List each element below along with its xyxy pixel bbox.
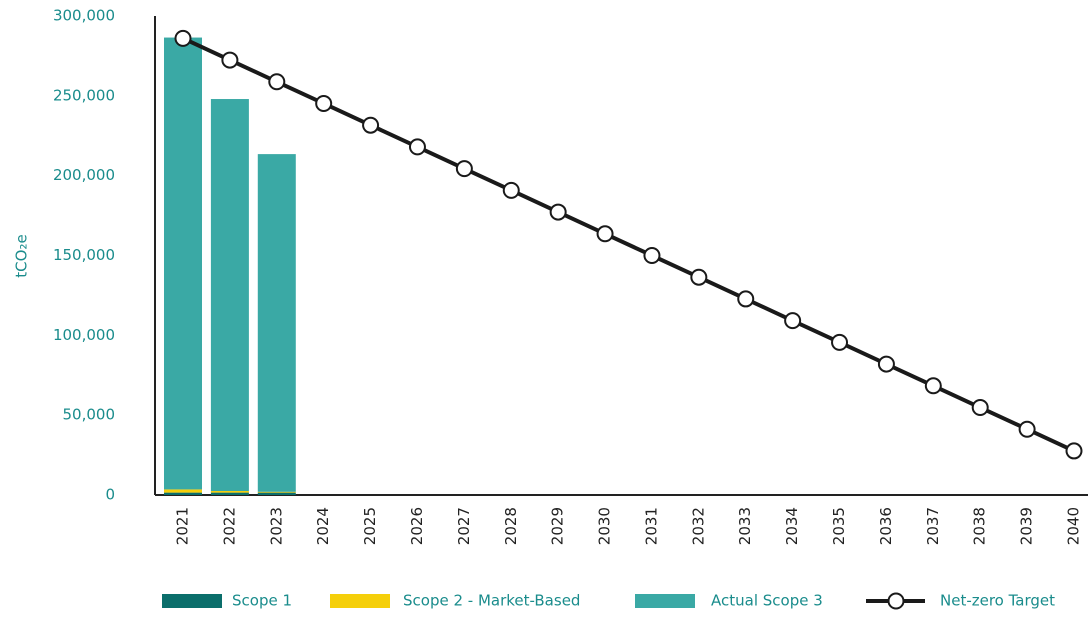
target-marker (1018, 420, 1036, 438)
x-tick-label: 2021 (174, 507, 192, 545)
y-tick-label: 50,000 (63, 406, 116, 424)
target-marker (1065, 442, 1083, 460)
target-marker (784, 312, 802, 330)
legend-swatch (330, 594, 390, 608)
legend-label: Net-zero Target (940, 592, 1055, 610)
target-marker (268, 73, 286, 91)
bar-segment (164, 489, 202, 493)
legend-label: Actual Scope 3 (711, 592, 823, 610)
x-tick-label: 2030 (596, 507, 614, 545)
bar-segment (257, 154, 296, 492)
x-tick-label: 2033 (736, 507, 754, 545)
target-marker (877, 355, 895, 373)
target-marker (502, 181, 520, 199)
y-tick-label: 250,000 (53, 86, 115, 104)
x-tick-label: 2038 (971, 507, 989, 545)
x-tick-label: 2029 (549, 507, 567, 545)
x-tick-label: 2028 (502, 507, 520, 545)
target-marker (174, 29, 192, 47)
x-tick-label: 2040 (1065, 507, 1083, 545)
bar-segment (210, 491, 249, 493)
target-marker (408, 138, 426, 156)
x-tick-label: 2039 (1018, 507, 1036, 545)
x-tick-label: 2027 (455, 507, 473, 545)
bar-segment (164, 37, 202, 490)
legend-label: Scope 1 (232, 592, 292, 610)
y-tick-label: 150,000 (53, 246, 115, 264)
x-tick-label: 2032 (689, 507, 707, 545)
target-marker (549, 203, 567, 221)
target-line (182, 36, 1075, 453)
target-marker (221, 51, 239, 69)
x-tick-label: 2023 (267, 507, 285, 545)
x-tick-label: 2026 (408, 507, 426, 545)
target-marker (596, 225, 614, 243)
bar-segment (257, 492, 296, 495)
bar-segment (257, 491, 296, 493)
target-marker (971, 399, 989, 417)
legend-swatch (635, 594, 695, 608)
x-tick-label: 2024 (314, 507, 332, 545)
legend-swatch (162, 594, 222, 608)
y-tick-label: 0 (105, 486, 115, 504)
x-tick-label: 2036 (877, 507, 895, 545)
y-tick-label: 200,000 (53, 166, 115, 184)
bar-segment (164, 492, 202, 495)
target-marker (362, 116, 380, 134)
legend-marker (887, 592, 905, 610)
target-marker (737, 290, 755, 308)
x-tick-label: 2034 (783, 507, 801, 545)
x-tick-label: 2031 (642, 507, 660, 545)
bar-segment (210, 99, 249, 492)
target-marker (315, 94, 333, 112)
target-marker (690, 268, 708, 286)
y-tick-label: 300,000 (53, 7, 115, 25)
target-marker (924, 377, 942, 395)
y-axis-label: tCO₂e (13, 234, 31, 277)
x-tick-label: 2022 (220, 507, 238, 545)
x-tick-label: 2025 (361, 507, 379, 545)
legend-label: Scope 2 - Market-Based (403, 592, 580, 610)
target-marker (455, 160, 473, 178)
target-marker (643, 247, 661, 264)
x-tick-label: 2037 (924, 507, 942, 545)
y-tick-label: 100,000 (53, 326, 115, 344)
bar-segment (210, 492, 249, 495)
x-tick-label: 2035 (830, 507, 848, 545)
target-marker (831, 333, 849, 351)
